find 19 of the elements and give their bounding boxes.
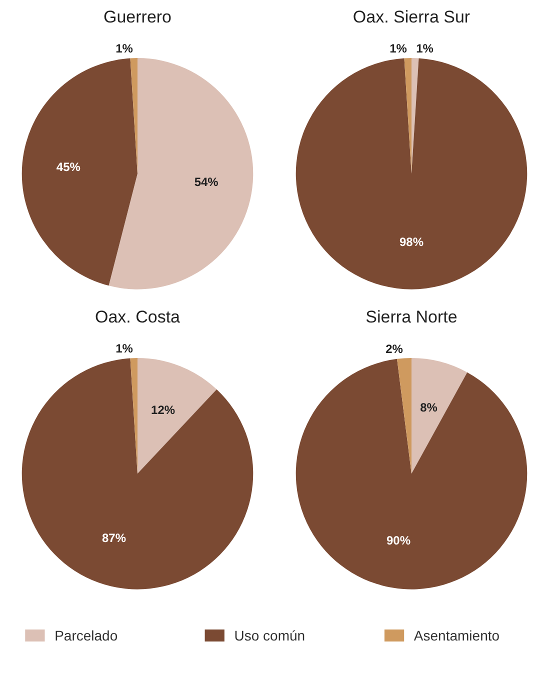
data-label: 54%: [194, 175, 219, 190]
legend-label: Asentamiento: [414, 628, 500, 644]
chart-title: Sierra Norte: [366, 308, 458, 326]
data-label: 1%: [116, 42, 134, 56]
data-label: 1%: [116, 342, 134, 356]
chart-title: Oax. Sierra Sur: [352, 8, 470, 26]
data-label: 98%: [399, 234, 424, 249]
legend-label: Uso común: [234, 628, 306, 644]
chart-title: Guerrero: [103, 8, 172, 26]
data-label: 1%: [416, 42, 434, 56]
data-label: 8%: [420, 400, 438, 415]
data-label: 1%: [390, 42, 408, 56]
data-label: 45%: [56, 160, 81, 174]
data-label: 90%: [386, 534, 411, 548]
data-label: 12%: [151, 403, 176, 418]
data-label: 2%: [386, 342, 404, 356]
chart-title: Oax. Costa: [94, 308, 181, 326]
legend-label: Parcelado: [54, 628, 118, 644]
data-label: 87%: [102, 530, 126, 545]
